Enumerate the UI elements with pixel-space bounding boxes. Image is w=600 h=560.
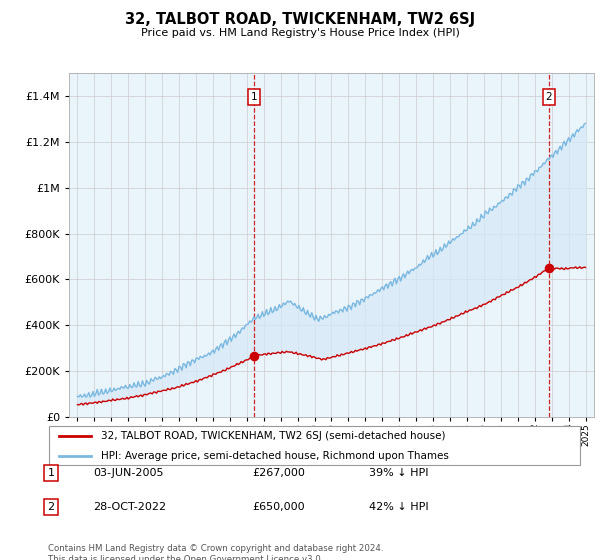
Text: 42% ↓ HPI: 42% ↓ HPI (369, 502, 428, 512)
Text: 2: 2 (545, 92, 552, 102)
Text: HPI: Average price, semi-detached house, Richmond upon Thames: HPI: Average price, semi-detached house,… (101, 451, 449, 461)
FancyBboxPatch shape (49, 426, 580, 465)
Text: 03-JUN-2005: 03-JUN-2005 (93, 468, 163, 478)
Text: 28-OCT-2022: 28-OCT-2022 (93, 502, 166, 512)
Text: Contains HM Land Registry data © Crown copyright and database right 2024.
This d: Contains HM Land Registry data © Crown c… (48, 544, 383, 560)
Text: 32, TALBOT ROAD, TWICKENHAM, TW2 6SJ (semi-detached house): 32, TALBOT ROAD, TWICKENHAM, TW2 6SJ (se… (101, 431, 446, 441)
Text: 32, TALBOT ROAD, TWICKENHAM, TW2 6SJ: 32, TALBOT ROAD, TWICKENHAM, TW2 6SJ (125, 12, 475, 27)
Point (249, 352, 259, 361)
Text: 1: 1 (251, 92, 257, 102)
Text: £267,000: £267,000 (252, 468, 305, 478)
Text: 2: 2 (47, 502, 55, 512)
Text: 39% ↓ HPI: 39% ↓ HPI (369, 468, 428, 478)
Text: 1: 1 (47, 468, 55, 478)
Text: £650,000: £650,000 (252, 502, 305, 512)
Point (544, 263, 554, 272)
Text: Price paid vs. HM Land Registry's House Price Index (HPI): Price paid vs. HM Land Registry's House … (140, 28, 460, 38)
